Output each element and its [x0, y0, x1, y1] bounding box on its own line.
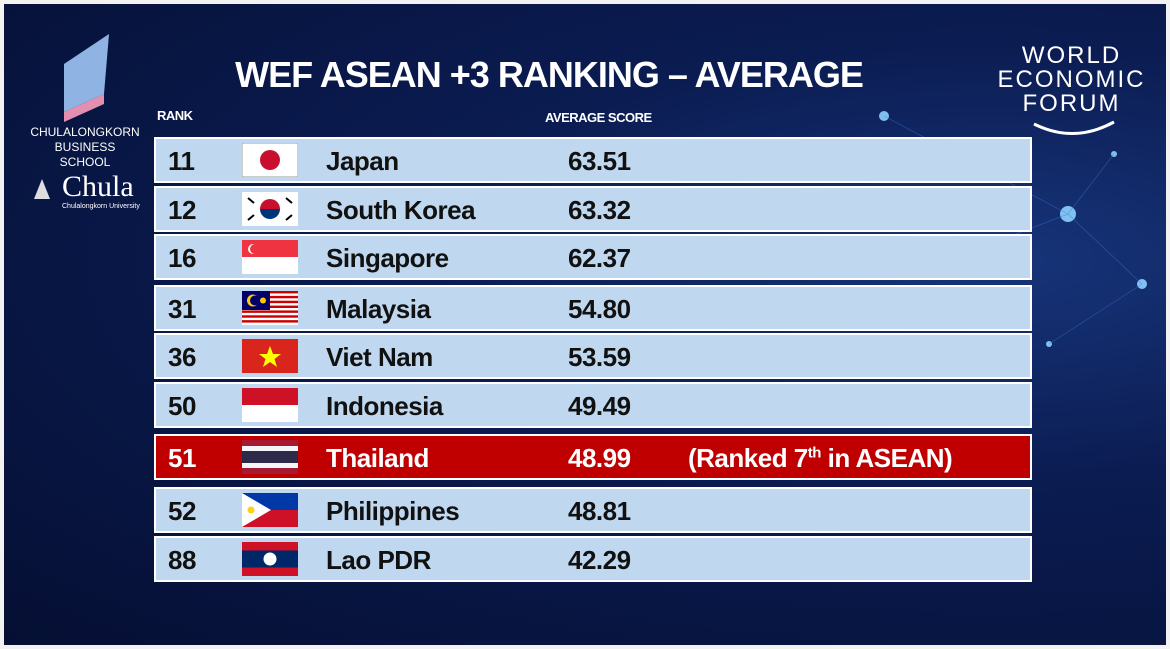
country: Malaysia [326, 294, 431, 324]
score: 49.49 [568, 391, 631, 421]
country: South Korea [326, 195, 476, 225]
table-row: 16 Singapore 62.37 [154, 234, 1032, 280]
country: Singapore [326, 243, 449, 273]
school-name: BUSINESS SCHOOL [54, 140, 116, 169]
note-text: in ASEAN) [820, 443, 953, 473]
flag [242, 143, 298, 177]
score: 48.99 [568, 443, 631, 473]
column-header: AVERAGE SCORE [545, 110, 652, 125]
flag [242, 339, 298, 373]
score: 53.59 [568, 342, 631, 372]
table-row: 36 Viet Nam 53.59 [154, 333, 1032, 379]
score: 42.29 [568, 545, 631, 575]
score: 63.51 [568, 146, 631, 176]
rank: 12 [168, 195, 196, 225]
wef-text: WORLD [1021, 42, 1122, 69]
rank: 16 [168, 243, 196, 273]
note-sup: th [807, 444, 822, 462]
rank: 36 [168, 342, 196, 372]
note-text: (Ranked 7 [688, 443, 808, 473]
flag [242, 192, 298, 226]
school-name: CHULALONGKORN [30, 125, 140, 139]
country: Lao PDR [326, 545, 431, 575]
wef-text: ECONOMIC [997, 66, 1146, 93]
column-header: RANK [157, 108, 193, 123]
rank: 11 [168, 146, 195, 176]
flag [242, 542, 298, 576]
country: Viet Nam [326, 342, 433, 372]
table-row: 50 Indonesia 49.49 [154, 382, 1032, 428]
country: Japan [326, 146, 399, 176]
rank: 52 [168, 496, 196, 526]
score: 63.32 [568, 195, 631, 225]
flag [242, 291, 298, 325]
title: WEF ASEAN +3 RANKING – AVERAGE [235, 54, 864, 95]
table-row: 88 Lao PDR 42.29 [154, 536, 1032, 582]
table-row: 12 South Korea 63.32 [154, 186, 1032, 232]
country: Thailand [326, 443, 429, 473]
flag [242, 440, 298, 474]
flag [242, 240, 298, 274]
chula-logo: Chula [62, 170, 134, 203]
wef-text: FORUM [1022, 90, 1121, 117]
table-row: 31 Malaysia 54.80 [154, 285, 1032, 331]
school-logo: CHULALONGKORN BUSINESS SCHOOL [29, 125, 141, 170]
flag [242, 493, 298, 527]
background-network [34, 34, 1147, 347]
rank: 88 [168, 545, 196, 575]
country: Philippines [326, 496, 460, 526]
table-row: 52 Philippines 48.81 [154, 487, 1032, 533]
score: 48.81 [568, 496, 631, 526]
table-row: 11 Japan 63.51 [154, 137, 1032, 183]
chula-sub: Chulalongkorn University [62, 203, 140, 210]
rank: 51 [168, 443, 196, 473]
score: 54.80 [568, 294, 631, 324]
table-row: 51 Thailand 48.99 (Ranked 7th in ASEAN) [154, 434, 1032, 480]
note: (Ranked 7th in ASEAN) [688, 443, 953, 474]
wef-logo: WORLD ECONOMIC FORUM [989, 44, 1154, 116]
country: Indonesia [326, 391, 443, 421]
rank: 50 [168, 391, 196, 421]
score: 62.37 [568, 243, 631, 273]
flag [242, 388, 298, 422]
rank: 31 [168, 294, 196, 324]
